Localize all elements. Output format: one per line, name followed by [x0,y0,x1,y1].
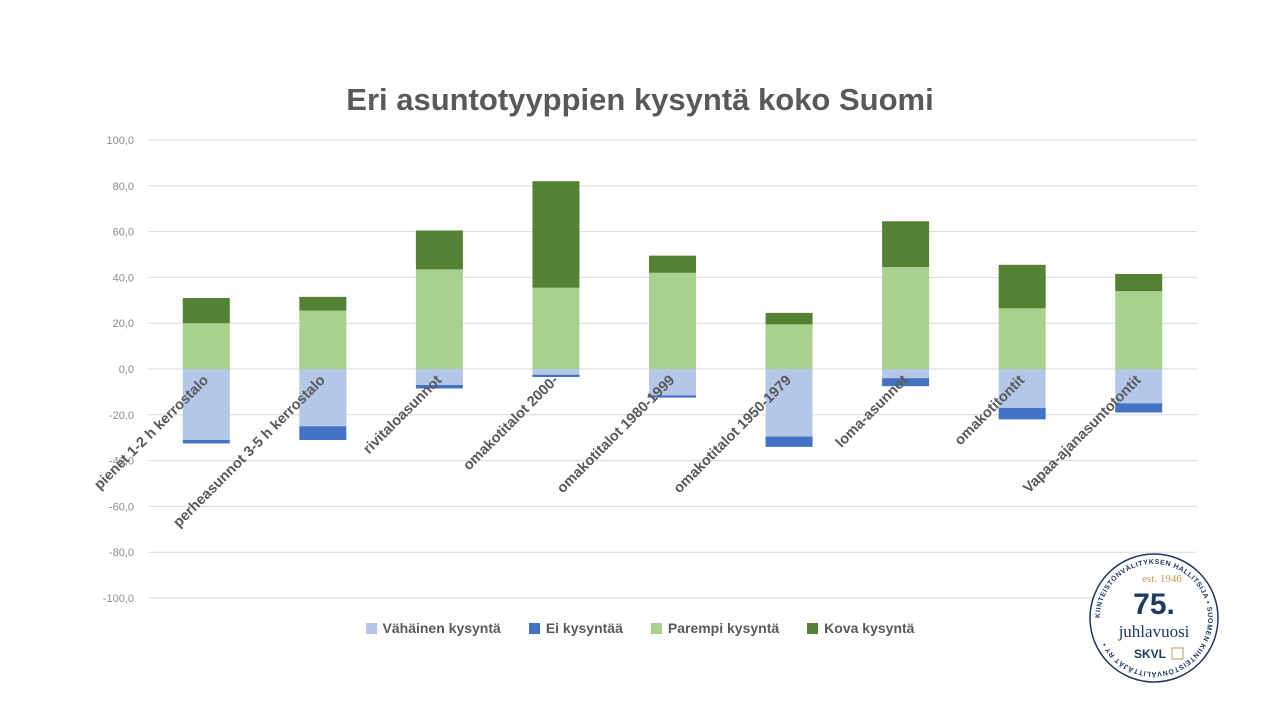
bar-segment [1115,403,1163,413]
bar-segment [182,369,230,440]
bar-segment [415,269,463,369]
bar-segment [299,296,347,311]
bar-segment [182,298,230,324]
badge-word: juhlavuosi [1118,622,1190,641]
bar-segment [649,255,696,273]
y-tick-label: -20,0 [109,410,134,422]
legend-swatch [528,622,540,634]
bar-segment [415,385,463,389]
legend-swatch [650,622,662,634]
legend-label: Parempi kysyntä [667,620,780,636]
category-label: loma-asunnot [833,372,912,451]
bar-segment [415,369,463,386]
bar-segment [882,378,930,387]
legend-swatch [365,622,377,634]
bar-segment [998,407,1046,420]
bar-segment [998,264,1046,309]
y-tick-label: 100,0 [106,135,134,147]
badge-number: 75. [1133,588,1175,621]
bar-segment [415,230,463,270]
y-tick-label: -80,0 [109,547,134,559]
house-icon [1171,647,1184,660]
y-tick-label: -100,0 [103,593,134,605]
gridlines [148,139,1197,599]
bar-segment [532,181,580,288]
y-tick-label: -60,0 [109,501,134,513]
bar-segment [532,287,580,369]
bar-segment [649,395,696,398]
bar-segment [649,369,696,396]
y-tick-label: -40,0 [109,456,134,468]
legend-item: Vähäinen kysyntä [365,620,501,636]
badge-brand: SKVL [1134,647,1166,661]
bar-segment [882,267,930,369]
legend-item: Kova kysyntä [807,620,914,636]
bar-segment [882,369,930,379]
badge-est: est. 1946 [1142,573,1182,585]
bar-segment [182,323,230,369]
legend-label: Vähäinen kysyntä [382,620,501,636]
chart-title: Eri asuntotyyppien kysyntä koko Suomi [346,82,934,117]
bars [182,181,1163,447]
bar-segment [532,374,580,378]
y-axis-ticks: 100,0 80,0 60,0 40,0 20,0 0,0 -20,0 -40,0 -60,0 -… [103,135,134,605]
y-tick-label: 20,0 [113,318,134,330]
bar-segment [765,324,813,369]
anniversary-badge: KIINTEISTÖNVÄLITYKSEN HALLITSIJA • SUOME… [1089,553,1219,683]
y-tick-label: 60,0 [113,227,134,239]
category-label: omakotitalot 1980-1999 [554,373,678,497]
bar-segment [1115,273,1163,292]
legend: Vähäinen kysyntä Ei kysyntää Parempi kysyn… [0,620,1280,636]
bar-segment [649,272,696,369]
legend-swatch [807,622,819,634]
legend-item: Parempi kysyntä [650,620,780,636]
bar-segment [1115,291,1163,369]
bar-segment [532,369,580,375]
bar-segment [765,312,813,325]
y-tick-label: 80,0 [113,181,134,193]
legend-label: Kova kysyntä [824,620,915,636]
legend-label: Ei kysyntää [545,620,623,636]
bar-segment [765,369,813,437]
bar-segment [998,369,1046,408]
y-tick-label: 0,0 [119,364,134,376]
y-tick-label: 40,0 [113,272,134,284]
bar-segment [882,221,930,268]
bar-segment [182,439,230,444]
bar-segment [765,436,813,447]
legend-item: Ei kysyntää [528,620,623,636]
bar-segment [299,310,347,369]
category-label: omakotitalot 2000- [460,372,561,473]
bar-segment [998,308,1046,369]
bar-segment [1115,369,1163,404]
bar-segment [299,369,347,427]
bar-segment [299,426,347,440]
